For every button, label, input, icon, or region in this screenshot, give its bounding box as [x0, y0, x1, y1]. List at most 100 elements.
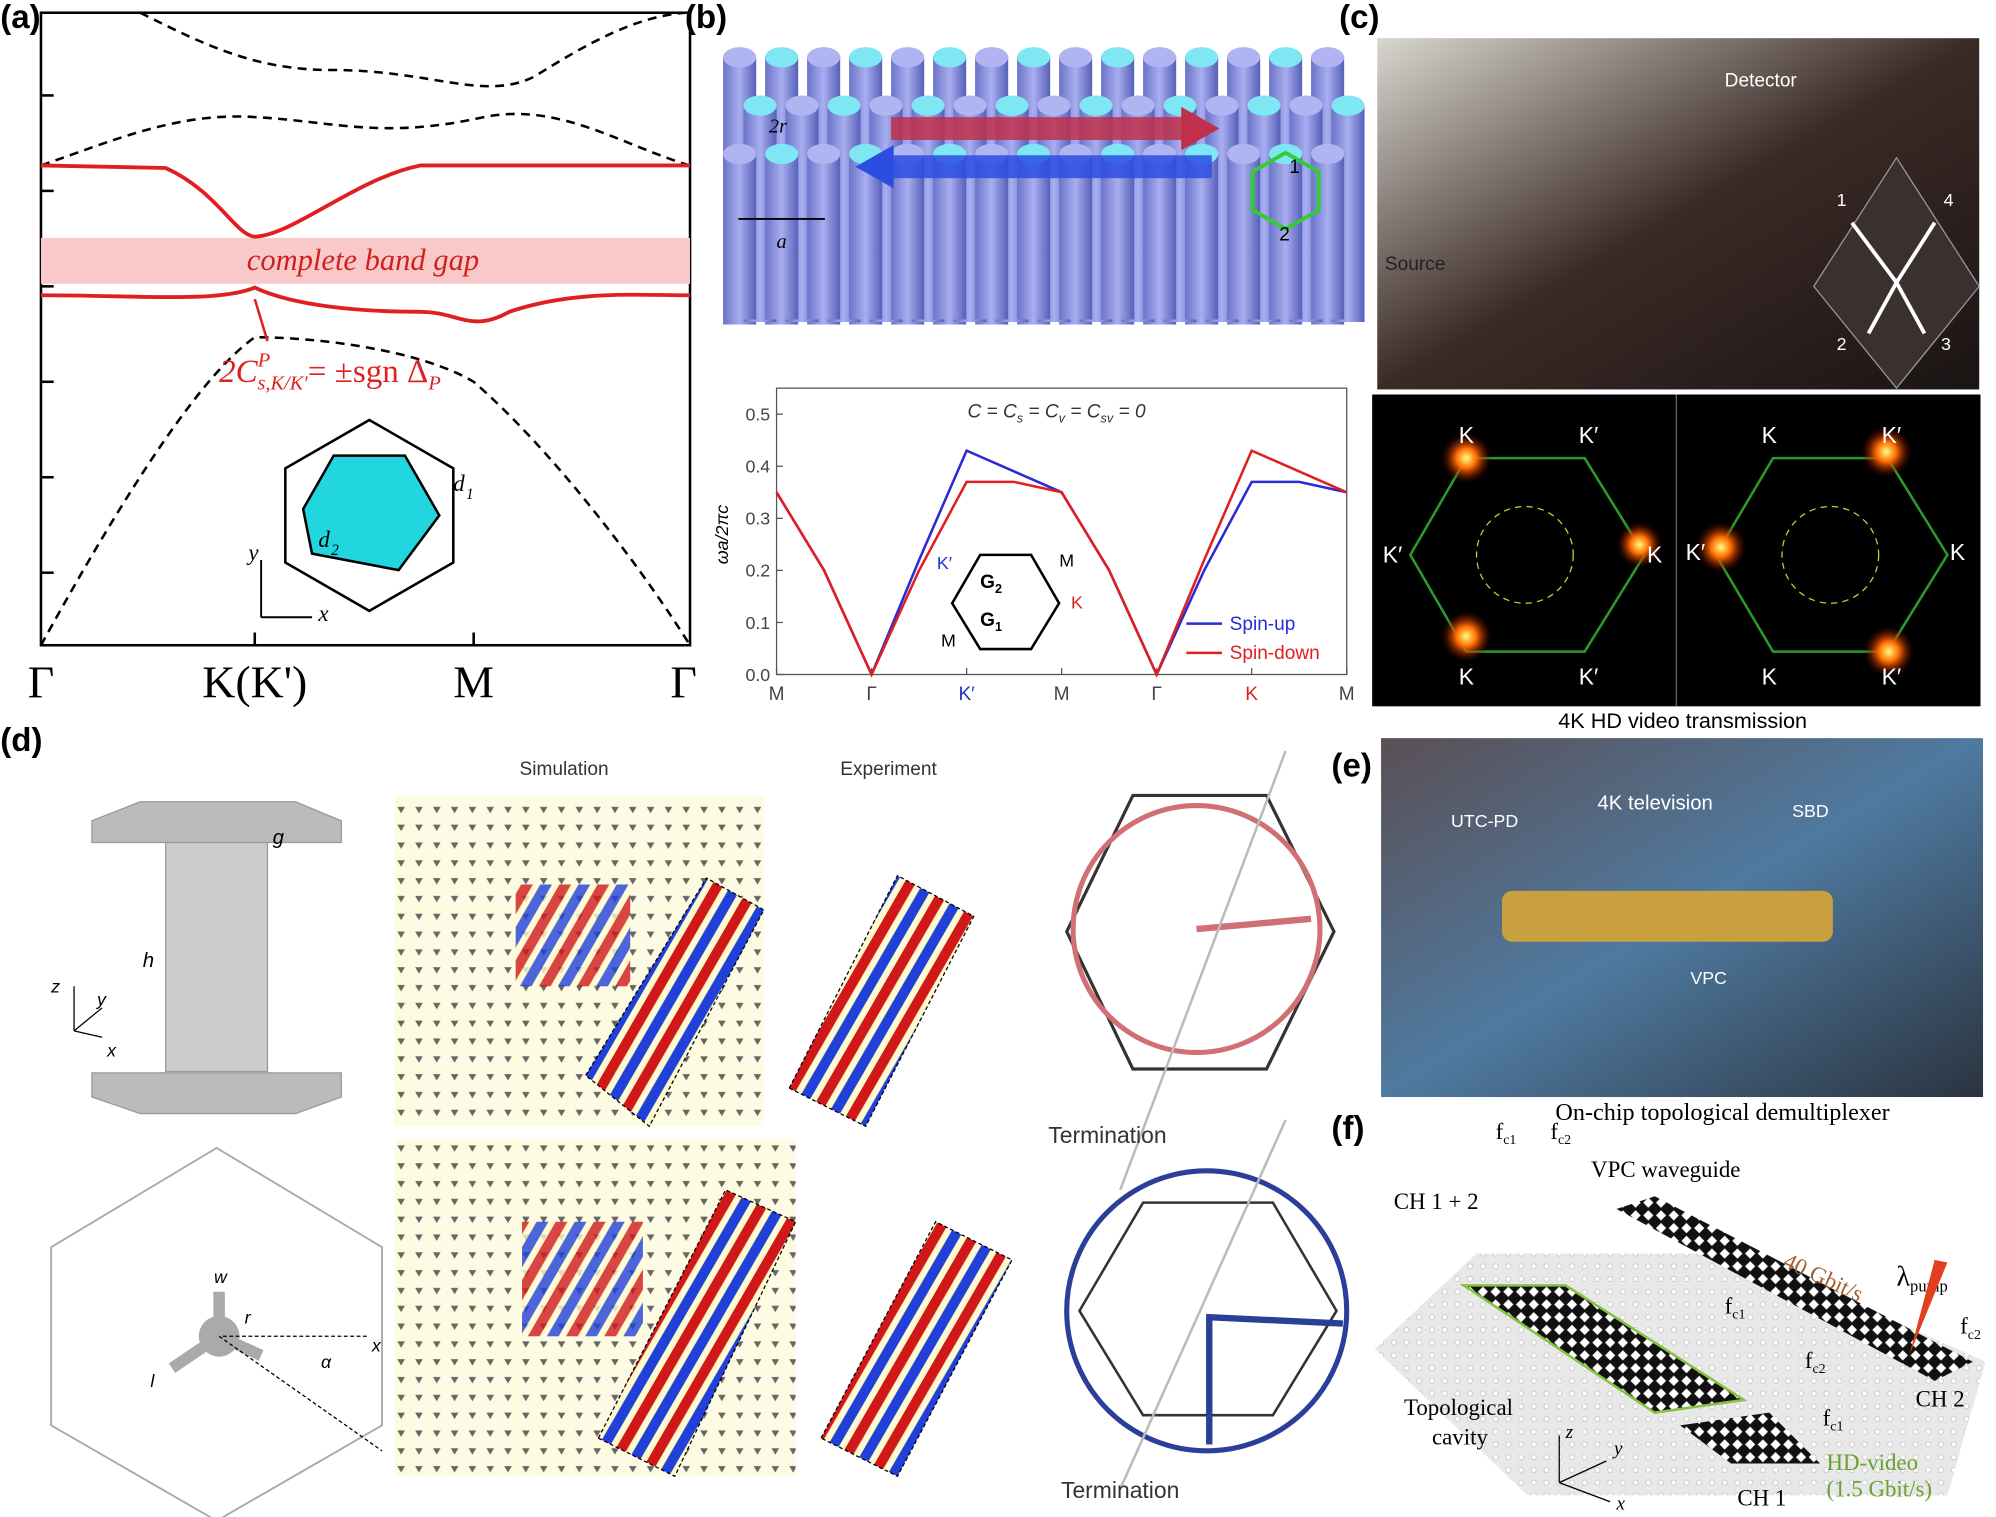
- inset-label: x: [317, 601, 328, 626]
- unit-cell-part: g: [273, 827, 285, 849]
- dashed-bands-part: [39, 335, 692, 646]
- cylinder-top: [1247, 95, 1281, 116]
- chip-labels-part: VPC waveguide: [1591, 1157, 1740, 1182]
- annotation-part: = C: [1065, 401, 1101, 422]
- chip-labels-part-part: f: [1725, 1293, 1733, 1318]
- chip-labels-part-part: f: [1496, 1119, 1504, 1144]
- chip-labels-part: CH 2: [1916, 1386, 1965, 1411]
- inset-label: 2: [331, 542, 339, 559]
- cylinder-top: [1227, 143, 1261, 165]
- red-bands-part: [40, 285, 691, 324]
- column-label: Experiment: [840, 759, 937, 780]
- annotation-part: = C: [1023, 401, 1059, 422]
- bz-hexagon: [1408, 456, 1647, 653]
- k-labels-part: K: [1647, 542, 1663, 568]
- panel-d: (d) Simulation Experiment g h z y x w r …: [0, 722, 1350, 1517]
- cylinder-top: [765, 143, 799, 165]
- arrow-left: [855, 145, 894, 189]
- k-labels-part: K: [1762, 422, 1778, 448]
- cylinder-top: [1269, 47, 1303, 68]
- red-bands-part: [40, 163, 691, 239]
- column-label: Simulation: [519, 759, 608, 780]
- chip-labels-part-part: c1: [1503, 1133, 1516, 1148]
- cavity: [1459, 1284, 1748, 1414]
- k-labels-part: K′: [1882, 664, 1902, 690]
- unit-cell-part: z: [50, 977, 60, 997]
- dimension-label: 2r: [769, 115, 787, 137]
- chip-labels-part: (1.5 Gbit/s): [1826, 1477, 1932, 1502]
- waveguide: [1680, 1412, 1821, 1464]
- chip-labels-part: fc2: [1960, 1314, 1981, 1343]
- photo-label: VPC: [1690, 968, 1727, 988]
- panel-label: (e): [1331, 747, 1371, 784]
- cylinder-top: [849, 47, 883, 68]
- cylinder: [723, 153, 757, 320]
- annotation: C = Cs = Cv = Csv = 0: [967, 401, 1146, 425]
- x-tick-labels-part: M: [453, 656, 494, 707]
- inset-label: G2: [980, 572, 1002, 596]
- series-line: [775, 448, 1348, 678]
- pump-beam: [1909, 1259, 1948, 1356]
- field-pattern: [597, 1189, 797, 1478]
- dashed-circle: [1781, 505, 1880, 604]
- panel-label: (b): [685, 0, 727, 36]
- photo-label: UTC-PD: [1451, 811, 1518, 831]
- chip-labels-part: fc2: [1550, 1119, 1571, 1148]
- annotation-part: s: [1017, 411, 1024, 426]
- cylinder: [1185, 153, 1219, 320]
- arrow: [253, 298, 269, 342]
- cylinder-top: [765, 47, 799, 68]
- iso-freq-red: [1064, 750, 1336, 1191]
- cylinder-top: [1143, 47, 1177, 68]
- panel-e: (e) 4K television UTC-PD SBD VPC: [1331, 738, 1984, 1098]
- cylinder-top: [953, 95, 987, 116]
- chip-labels-part: x: [1616, 1493, 1626, 1514]
- y-tick-label: 0.2: [745, 561, 770, 581]
- chip-labels-part-part: c1: [1830, 1419, 1843, 1434]
- cylinder-top: [1331, 95, 1365, 116]
- annotation-part: v: [1059, 411, 1066, 426]
- waveguide-assembly: [1501, 890, 1833, 942]
- tripod-cell-part: [168, 1291, 264, 1373]
- tripod-cell-part: l: [150, 1371, 155, 1391]
- chip-labels-part: CH 1 + 2: [1394, 1189, 1479, 1214]
- iso-freq-red-part: [1070, 803, 1323, 1056]
- chip-labels-part-part: f: [1960, 1314, 1968, 1339]
- annotation-part: = 0: [1113, 401, 1146, 422]
- cylinder-top: [785, 95, 819, 116]
- y-tick-label: 0.3: [745, 509, 770, 529]
- cylinder: [1227, 153, 1261, 320]
- k-labels-part: K′: [1686, 539, 1706, 565]
- cylinder: [1059, 153, 1093, 320]
- unit-cell-part: [73, 986, 103, 1038]
- chip-labels-part-part: c2: [1558, 1133, 1571, 1148]
- inset-label: K′: [937, 553, 952, 573]
- corner-labels-part: 2: [1837, 334, 1847, 354]
- termination-label: Termination: [1061, 1477, 1179, 1503]
- panel-f: (f) On-chip topological demultiplexer VP…: [1331, 1099, 1986, 1514]
- panel-b: (b) 1 2 2r a 0.0 0.1 0.2 0.3 0.4 0.5 M Γ K′ M Γ K Mω…: [685, 0, 1365, 705]
- iso-freq-red-part: [1196, 915, 1312, 933]
- iso-freq-blue-part: [1206, 1313, 1344, 1445]
- annotation-part: sv: [1101, 411, 1114, 426]
- chip-labels-part-part: c2: [1968, 1328, 1981, 1343]
- cylinder-top: [743, 95, 777, 116]
- cylinder-top: [1289, 95, 1323, 116]
- site-label: 2: [1279, 225, 1290, 246]
- cylinder-top: [1205, 95, 1239, 116]
- cylinder-top: [1121, 95, 1155, 116]
- axis-ticks: [40, 94, 475, 646]
- unit-cell-part: [91, 1072, 342, 1115]
- inset-label: G: [980, 572, 995, 593]
- band-chart: 0.0 0.1 0.2 0.3 0.4 0.5 M Γ K′ M Γ K Mωa/2πc C = Cs =…: [712, 387, 1355, 705]
- panel-a: (a) complete band gap 2CP s,K/K′= ±sgn ΔP…: [0, 0, 697, 707]
- chip-labels-part: cavity: [1432, 1424, 1488, 1449]
- hot-spots-part: [1860, 426, 1912, 478]
- chip-labels-part-part: f: [1550, 1119, 1558, 1144]
- x-tick-labels-part: Γ: [28, 656, 54, 707]
- unit-cell-part: y: [95, 989, 107, 1009]
- hot-spots-part: [1440, 432, 1492, 484]
- paths: [1850, 221, 1937, 335]
- photo-label: SBD: [1792, 801, 1829, 821]
